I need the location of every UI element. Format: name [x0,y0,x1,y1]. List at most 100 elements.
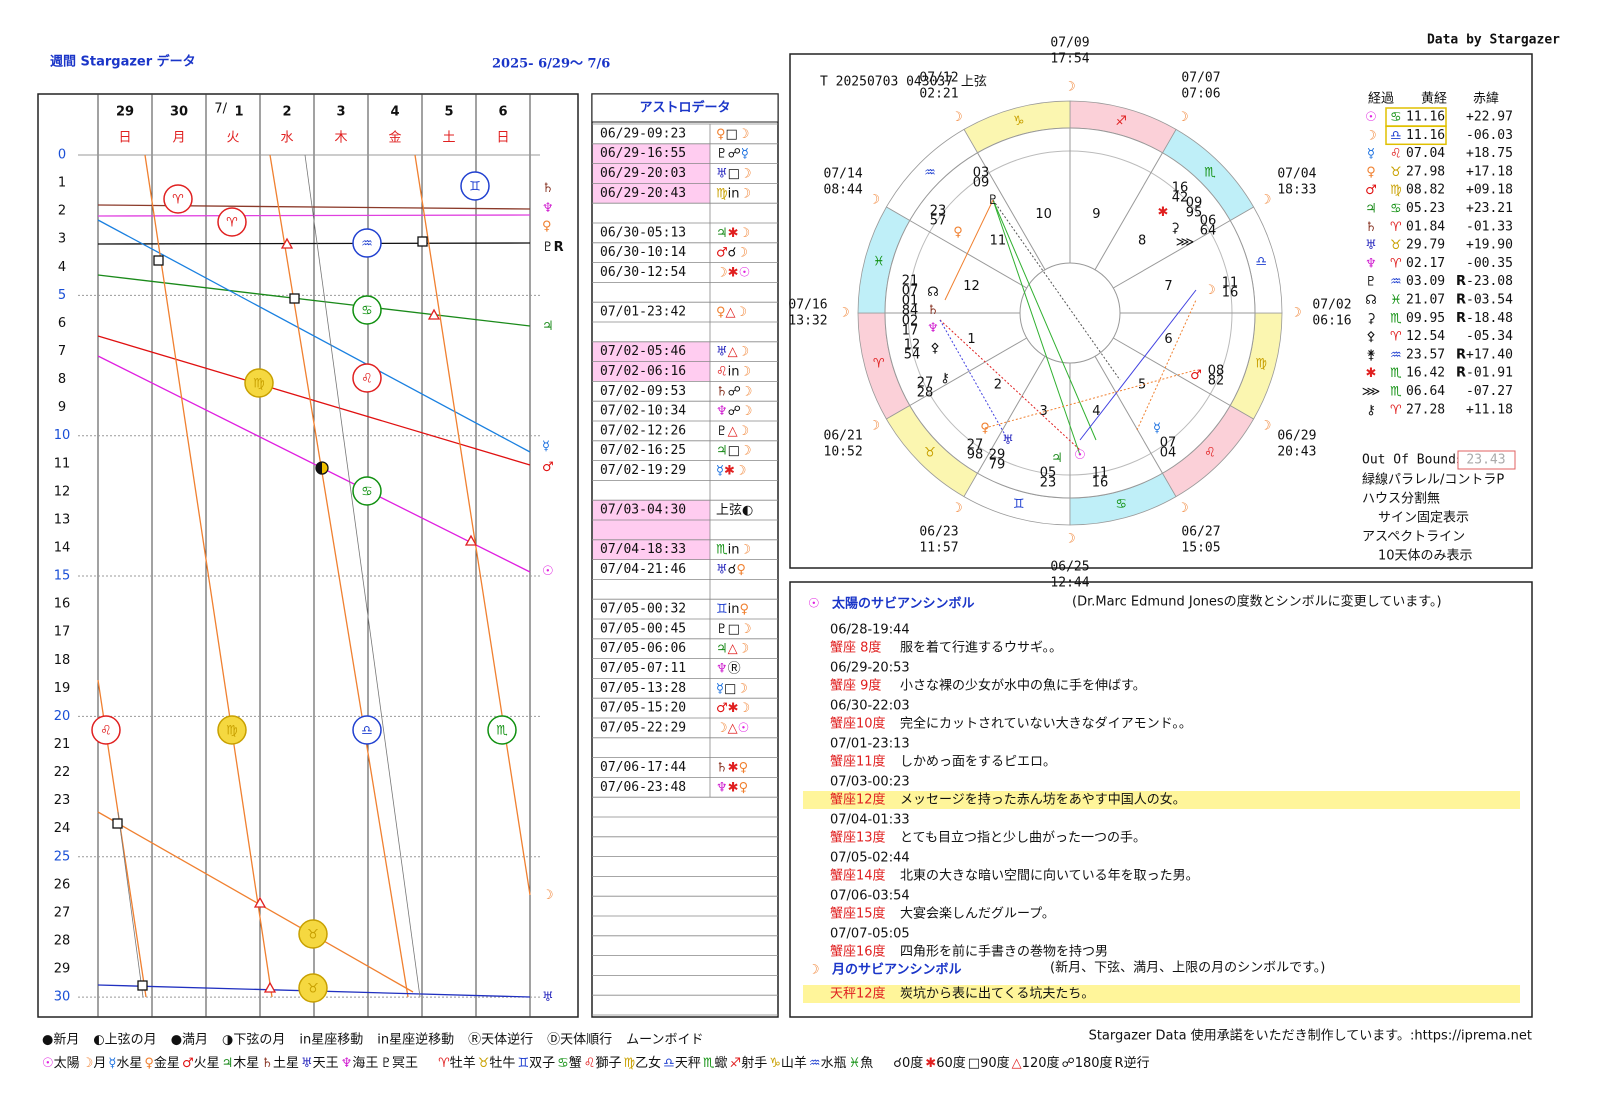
pos-retro: R [1456,347,1466,362]
sabian-text: 大宴会楽しんだグループ。 [900,906,1055,922]
ingress-date: 07/02 [1312,298,1351,313]
sabian-text: とても目立つ指と少し曲がった一つの手。 [900,831,1146,846]
aspect-line [939,319,1009,441]
sign-glyph: ♌ [100,724,112,739]
sabian-degree: 蟹座16度 [830,944,886,960]
pos-lon: 08.82 [1406,183,1445,198]
aspect-event: ♏in☽ [716,542,751,557]
hour-label: 1 [58,176,66,191]
sabian-degree: 蟹座11度 [830,754,886,770]
pos-dec: -00.35 [1466,256,1513,271]
aspect-square [417,236,428,247]
hour-label: 4 [58,260,66,275]
wheel-sign: ♍ [1255,357,1267,372]
legend-aspect_marks: ☍180度 [1062,1055,1113,1071]
sun-line [97,355,531,573]
wheel-planet: ☉ [1074,448,1086,463]
aspect-event: ♀□☽ [716,126,749,141]
sign-glyph: ♏ [496,724,508,739]
hour-label: 10 [54,428,71,443]
sabian-text: 小さな裸の少女が水中の魚に手を伸ばす。 [900,678,1146,694]
credit: Data by Stargazer [1427,33,1560,48]
sign-badge [352,295,382,325]
aspect-line [1079,289,1197,441]
aspect-event: ♂✱☽ [716,701,750,716]
sabian-time: 07/07-05:05 [830,927,910,942]
planet-minute: 82 [1208,374,1225,389]
pos-dec: +09.18 [1466,183,1513,198]
hour-label: 21 [54,737,71,752]
aspect-event: ♅□☽ [716,166,752,181]
legend-signs: ♈牡羊 [438,1055,476,1071]
hour-label: 22 [54,765,71,780]
pos-dec: +11.18 [1466,402,1513,417]
house-line [1094,152,1163,270]
planet-degree: 01 [902,294,919,309]
wheel-sign: ♉ [924,446,936,461]
ingress-time: 15:05 [1181,540,1220,555]
planet-minute: 98 [967,448,984,463]
ingress-date: 07/14 [824,167,863,182]
ingress-time: 20:43 [1277,445,1316,460]
wheel-planet: ☽ [1204,283,1216,298]
sign-badge [352,476,382,506]
legend-planets: ☽月 [82,1056,107,1071]
moon-void [593,539,710,560]
aspect-event: ♅△☽ [716,344,749,359]
aspect-time: 06/29-20:03 [600,166,686,181]
legend-aspect_marks: △120度 [1012,1055,1060,1071]
planet-degree: 09 [1186,196,1203,211]
aspect-event: 上弦◐ [716,502,753,518]
hour-label: 20 [54,709,71,724]
pos-retro: R [1456,274,1466,289]
ingress-time: 02:21 [919,87,958,102]
aspect-event: ♇□☽ [716,621,752,636]
aspect-square [137,980,148,991]
hour-label: 29 [54,962,71,977]
moon-ingress-icon: ☽ [951,110,963,125]
legend-item: Ⓓ天体順行 [547,1033,612,1048]
pos-sign: ♋ [1390,201,1402,216]
sign-glyph: ♋ [361,485,373,500]
legend-planets: ♇冥王 [380,1056,418,1071]
aspect-event: ♃✱☽ [716,225,750,240]
aspect-event: ♇☍☿ [716,146,749,161]
legend-planets: ♀金星 [144,1055,180,1071]
pos-glyph: ♅ [1365,238,1377,253]
usage-note: Stargazer Data 使用承諾をいただき制作しています。:https:/… [1089,1028,1532,1044]
planet-minute: 07 [902,284,919,299]
pos-retro: R [1456,366,1466,381]
house-number: 2 [994,378,1002,393]
pos-sign: ♒ [1390,274,1402,289]
pos-glyph: ♀ [1366,164,1376,179]
hour-label: 27 [54,905,71,920]
legend-item: Ⓡ天体逆行 [468,1032,533,1048]
aspect-time: 07/05-06:06 [600,641,686,656]
sabian-degree: 蟹座 8度 [830,640,881,656]
planet-degree: 07 [1160,436,1177,451]
aspect-event: ♊in♀ [716,602,749,617]
legend-signs: ♎天秤 [663,1056,701,1071]
aspect-time: 07/04-21:46 [600,562,686,577]
pos-lon: 16.42 [1406,366,1445,381]
hour-label: 23 [54,793,71,808]
sabian-degree: 蟹座 9度 [830,678,881,694]
pos-header: 赤緯 [1473,92,1499,107]
hour-label: 11 [54,456,71,471]
sabian-note: (Dr.Marc Edmund Jonesの度数とシンボルに変更しています。) [1072,594,1442,610]
aspect-time: 07/02-06:16 [600,364,686,379]
legend-signs: ♊双子 [517,1056,555,1071]
sabian-time: 07/05-02:44 [830,851,910,866]
aspect-line [944,199,994,301]
hour-label: 12 [54,484,71,499]
mercury-line [97,219,531,453]
aspect-time: 07/05-22:29 [600,720,686,735]
hour-label: 16 [54,597,71,612]
sabian-highlight [803,985,1520,1003]
planet-minute: 64 [1200,224,1217,239]
sabian-time: 06/30-22:03 [830,699,910,714]
legend-signs: ♐射手 [730,1055,768,1071]
ingress-date: 07/16 [788,298,827,313]
pos-sign: ♏ [1390,311,1402,326]
hour-label: 13 [54,512,71,527]
